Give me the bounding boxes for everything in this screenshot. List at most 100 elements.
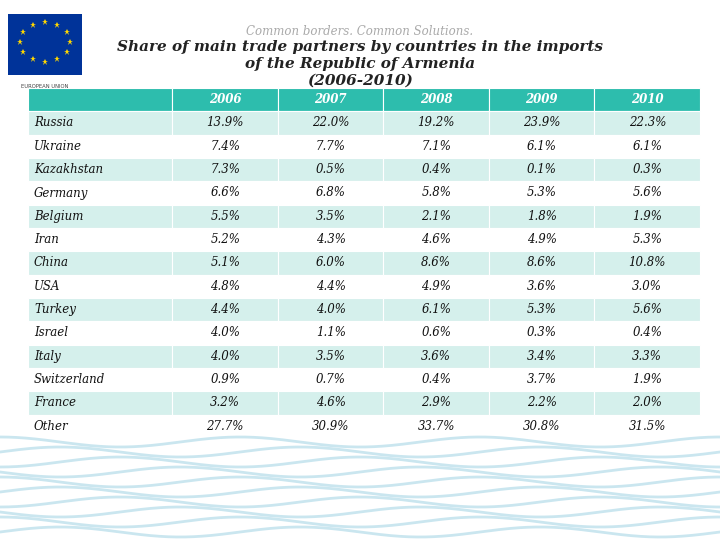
Text: 5.6%: 5.6% [632,186,662,199]
Bar [173,415,278,438]
Text: 22.3%: 22.3% [629,117,666,130]
Text: 7.7%: 7.7% [316,140,346,153]
Text: 31.5%: 31.5% [629,420,666,433]
Text: 2.0%: 2.0% [632,396,662,409]
Text: Ukraine: Ukraine [34,140,82,153]
Bar [278,345,384,368]
Text: Germany: Germany [34,186,89,199]
Bar [278,251,384,275]
Bar [28,275,173,298]
Bar [384,158,489,181]
Text: France: France [34,396,76,409]
Text: 6.0%: 6.0% [316,256,346,269]
Text: 0.9%: 0.9% [210,373,240,386]
Text: 2008: 2008 [420,93,452,106]
Text: 4.3%: 4.3% [316,233,346,246]
Text: Iran: Iran [34,233,59,246]
Bar [384,368,489,392]
Bar [278,298,384,321]
Bar [278,368,384,392]
Text: 5.6%: 5.6% [632,303,662,316]
Text: 0.3%: 0.3% [632,163,662,176]
Bar [595,298,700,321]
Text: 8.6%: 8.6% [421,256,451,269]
Text: 6.1%: 6.1% [632,140,662,153]
Bar [595,415,700,438]
Text: 2009: 2009 [526,93,558,106]
Text: 5.3%: 5.3% [527,303,557,316]
Text: 0.3%: 0.3% [527,327,557,340]
Bar [28,181,173,205]
Text: Russia: Russia [34,117,73,130]
Bar [173,275,278,298]
Text: 0.1%: 0.1% [527,163,557,176]
Bar [489,392,595,415]
Text: 3.2%: 3.2% [210,396,240,409]
Text: 4.6%: 4.6% [316,396,346,409]
Text: 3.6%: 3.6% [527,280,557,293]
Text: 2007: 2007 [315,93,347,106]
Text: USA: USA [34,280,60,293]
Bar [278,111,384,134]
Bar [173,88,278,111]
Text: Share of main trade partners by countries in the imports: Share of main trade partners by countrie… [117,40,603,54]
Text: 4.4%: 4.4% [316,280,346,293]
Text: 4.0%: 4.0% [316,303,346,316]
Text: 3.5%: 3.5% [316,210,346,223]
Bar [28,88,173,111]
Bar [384,415,489,438]
Text: 3.0%: 3.0% [632,280,662,293]
Bar [28,158,173,181]
Text: 5.1%: 5.1% [210,256,240,269]
Text: 33.7%: 33.7% [418,420,455,433]
Bar [28,415,173,438]
Bar [489,111,595,134]
Bar [28,205,173,228]
Bar [489,134,595,158]
Text: 23.9%: 23.9% [523,117,560,130]
Text: Common borders. Common Solutions.: Common borders. Common Solutions. [246,25,474,38]
Bar [173,251,278,275]
Text: 0.5%: 0.5% [316,163,346,176]
Bar [278,321,384,345]
Text: 8.6%: 8.6% [527,256,557,269]
Bar [28,392,173,415]
Bar [278,228,384,251]
Bar [278,158,384,181]
Bar [28,134,173,158]
Text: 2.9%: 2.9% [421,396,451,409]
Bar [384,392,489,415]
Bar [595,205,700,228]
Bar [173,134,278,158]
Text: 6.6%: 6.6% [210,186,240,199]
Text: 7.3%: 7.3% [210,163,240,176]
Text: 30.9%: 30.9% [312,420,349,433]
Bar [489,345,595,368]
Bar [595,321,700,345]
Bar [489,205,595,228]
Bar [173,345,278,368]
Bar [489,158,595,181]
Text: Other: Other [34,420,68,433]
Text: 4.4%: 4.4% [210,303,240,316]
Text: 30.8%: 30.8% [523,420,560,433]
Bar [384,228,489,251]
Text: 1.9%: 1.9% [632,210,662,223]
Bar [173,298,278,321]
Text: 3.3%: 3.3% [632,350,662,363]
Text: 0.4%: 0.4% [421,163,451,176]
Text: 4.0%: 4.0% [210,327,240,340]
Bar [278,181,384,205]
Bar [278,88,384,111]
Text: 19.2%: 19.2% [418,117,455,130]
Bar [384,345,489,368]
Bar [595,345,700,368]
Text: 13.9%: 13.9% [207,117,244,130]
Text: 4.8%: 4.8% [210,280,240,293]
Bar [278,415,384,438]
Bar [489,321,595,345]
Bar [278,205,384,228]
Text: 22.0%: 22.0% [312,117,349,130]
Bar [173,111,278,134]
Bar [595,158,700,181]
